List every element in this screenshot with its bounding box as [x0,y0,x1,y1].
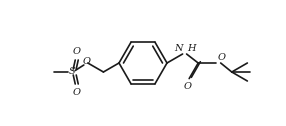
Text: O: O [183,82,191,91]
Text: H: H [188,44,196,53]
Text: O: O [72,47,80,56]
Text: O: O [83,57,91,67]
Text: S: S [69,68,76,76]
Text: O: O [72,88,80,97]
Text: O: O [217,53,225,62]
Text: N: N [174,44,183,53]
